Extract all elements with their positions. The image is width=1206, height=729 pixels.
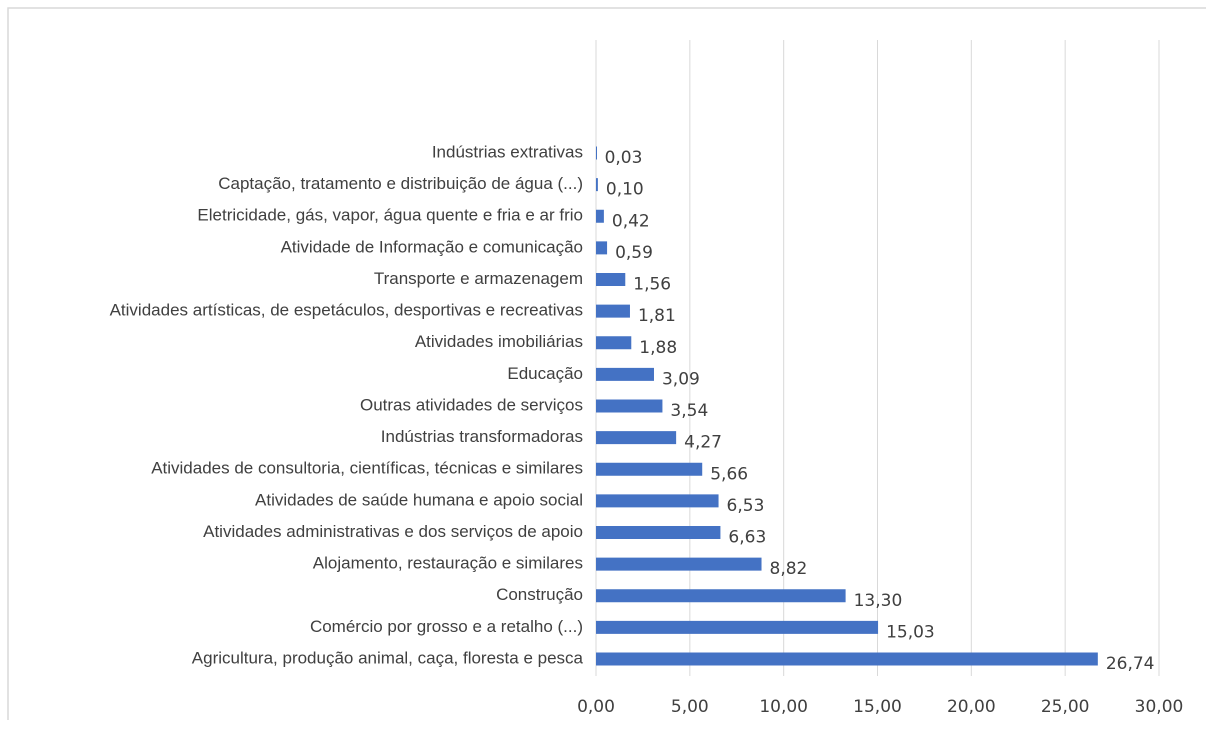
data-label: 1,56 (633, 275, 671, 295)
data-label: 6,53 (727, 496, 765, 516)
x-tick-label: 10,00 (759, 697, 808, 717)
data-label: 3,09 (662, 369, 700, 389)
bar (596, 178, 598, 192)
y-tick-label: Atividade de Informação e comunicação (281, 237, 583, 256)
data-label: 13,30 (854, 591, 903, 611)
bar (596, 367, 654, 381)
data-label: 3,54 (670, 401, 708, 421)
data-label: 0,42 (612, 211, 650, 231)
data-label: 0,10 (606, 180, 644, 200)
data-label: 5,66 (710, 464, 748, 484)
bar (596, 557, 762, 571)
bar (596, 273, 626, 286)
x-tick-label: 15,00 (853, 697, 902, 717)
y-tick-label: Atividades de consultoria, científicas, … (151, 459, 583, 478)
data-label: 15,03 (886, 622, 935, 642)
y-tick-label: Atividades imobiliárias (415, 332, 583, 351)
bar (596, 462, 703, 476)
bar (596, 304, 630, 318)
y-tick-label: Indústrias extrativas (432, 142, 583, 161)
y-tick-label: Outras atividades de serviços (360, 395, 583, 414)
bar (596, 241, 608, 255)
data-label: 26,74 (1106, 654, 1155, 674)
data-label: 0,59 (615, 243, 653, 263)
bar (596, 399, 663, 413)
x-tick-label: 25,00 (1041, 697, 1090, 717)
x-tick-label: 0,00 (577, 697, 615, 717)
data-label: 4,27 (684, 433, 722, 453)
y-tick-label: Agricultura, produção animal, caça, flor… (192, 648, 584, 667)
y-tick-label: Captação, tratamento e distribuição de á… (218, 174, 583, 193)
data-label: 0,03 (605, 148, 643, 168)
x-tick-label: 5,00 (671, 697, 709, 717)
y-tick-label: Transporte e armazenagem (374, 269, 583, 288)
bar (596, 526, 721, 539)
y-tick-label: Atividades de saúde humana e apoio socia… (255, 490, 583, 509)
chart-border (7, 7, 1206, 720)
bar (596, 620, 879, 634)
y-tick-label: Eletricidade, gás, vapor, água quente e … (197, 206, 583, 225)
bar (596, 652, 1098, 666)
bar (596, 336, 632, 350)
y-tick-label: Comércio por grosso e a retalho (...) (310, 617, 583, 636)
y-tick-label: Construção (496, 585, 583, 604)
bar (596, 431, 677, 445)
bar (596, 146, 597, 160)
bar (596, 209, 604, 223)
data-label: 1,81 (638, 306, 676, 326)
y-tick-label: Educação (507, 364, 583, 383)
bar (596, 494, 719, 508)
y-tick-label: Atividades administrativas e dos serviço… (203, 522, 583, 541)
y-tick-label: Alojamento, restauração e similares (313, 554, 583, 573)
data-label: 6,63 (728, 528, 766, 548)
data-label: 8,82 (770, 559, 808, 579)
bar (596, 589, 846, 603)
x-tick-label: 20,00 (947, 697, 996, 717)
data-label: 1,88 (639, 338, 677, 358)
y-tick-label: Indústrias transformadoras (381, 427, 583, 446)
x-tick-label: 30,00 (1135, 697, 1184, 717)
y-tick-label: Atividades artísticas, de espetáculos, d… (110, 301, 583, 320)
